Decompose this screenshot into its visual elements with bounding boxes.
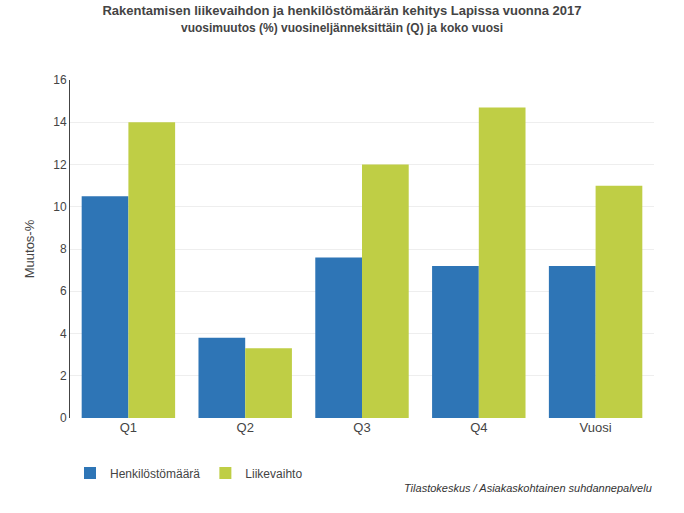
svg-text:12: 12 bbox=[53, 158, 67, 172]
svg-text:Rakentamisen liikevaihdon ja h: Rakentamisen liikevaihdon ja henkilöstöm… bbox=[102, 3, 581, 35]
svg-text:16: 16 bbox=[53, 73, 67, 87]
svg-text:Vuosi: Vuosi bbox=[580, 420, 612, 435]
svg-text:Muutos-%: Muutos-% bbox=[22, 219, 37, 278]
svg-text:Q1: Q1 bbox=[120, 420, 137, 435]
svg-text:Q3: Q3 bbox=[353, 420, 370, 435]
svg-text:6: 6 bbox=[60, 284, 67, 298]
svg-text:Henkilöstömäärä: Henkilöstömäärä bbox=[110, 467, 200, 481]
svg-text:8: 8 bbox=[60, 242, 67, 256]
svg-text:Q2: Q2 bbox=[237, 420, 254, 435]
svg-text:2: 2 bbox=[60, 369, 67, 383]
svg-text:10: 10 bbox=[53, 200, 67, 214]
svg-text:Q4: Q4 bbox=[470, 420, 487, 435]
svg-text:0: 0 bbox=[60, 411, 67, 425]
svg-text:4: 4 bbox=[60, 327, 67, 341]
svg-text:Tilastokeskus / Asiakaskohtain: Tilastokeskus / Asiakaskohtainen suhdann… bbox=[404, 482, 652, 494]
svg-text:Liikevaihto: Liikevaihto bbox=[245, 467, 302, 481]
svg-text:14: 14 bbox=[53, 115, 67, 129]
